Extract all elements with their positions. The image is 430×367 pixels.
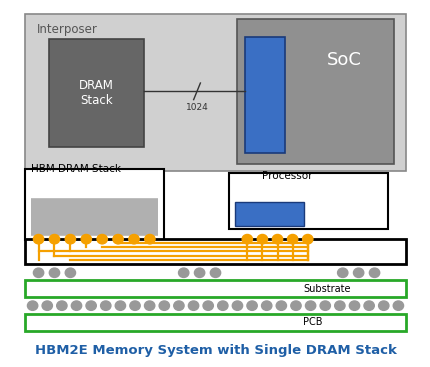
Circle shape xyxy=(217,301,227,310)
Circle shape xyxy=(86,301,96,310)
FancyBboxPatch shape xyxy=(49,39,144,148)
Circle shape xyxy=(71,301,81,310)
Circle shape xyxy=(257,235,267,244)
Circle shape xyxy=(276,301,286,310)
Text: Processor: Processor xyxy=(261,171,312,181)
FancyBboxPatch shape xyxy=(245,37,284,153)
Text: Substrate: Substrate xyxy=(302,284,350,294)
Circle shape xyxy=(159,301,169,310)
Circle shape xyxy=(363,301,373,310)
Text: DRAM
Stack: DRAM Stack xyxy=(79,79,114,107)
Circle shape xyxy=(65,235,75,244)
Text: SoC: SoC xyxy=(326,51,361,69)
Circle shape xyxy=(287,235,297,244)
FancyBboxPatch shape xyxy=(229,172,387,229)
Circle shape xyxy=(129,301,140,310)
Circle shape xyxy=(100,301,111,310)
Circle shape xyxy=(378,301,388,310)
FancyBboxPatch shape xyxy=(25,169,163,240)
Circle shape xyxy=(33,235,43,244)
Text: PCB: PCB xyxy=(302,317,322,327)
Circle shape xyxy=(129,235,139,244)
Circle shape xyxy=(246,301,257,310)
FancyBboxPatch shape xyxy=(237,19,393,164)
Circle shape xyxy=(349,301,359,310)
Text: Interposer: Interposer xyxy=(37,23,97,36)
FancyBboxPatch shape xyxy=(25,280,405,297)
Text: HBM PHY: HBM PHY xyxy=(245,210,292,218)
FancyBboxPatch shape xyxy=(25,314,405,331)
FancyBboxPatch shape xyxy=(25,239,405,264)
Circle shape xyxy=(28,301,38,310)
Circle shape xyxy=(210,268,220,277)
Circle shape xyxy=(203,301,213,310)
Circle shape xyxy=(337,268,347,277)
Circle shape xyxy=(178,268,188,277)
Circle shape xyxy=(319,301,330,310)
Circle shape xyxy=(115,301,125,310)
Circle shape xyxy=(144,235,155,244)
Circle shape xyxy=(334,301,344,310)
Circle shape xyxy=(33,268,43,277)
Circle shape xyxy=(49,268,59,277)
Circle shape xyxy=(242,235,252,244)
Circle shape xyxy=(272,235,282,244)
Circle shape xyxy=(392,301,402,310)
Circle shape xyxy=(113,235,123,244)
Text: PHY: PHY xyxy=(258,83,271,107)
Circle shape xyxy=(353,268,363,277)
Text: HBM2E Memory System with Single DRAM Stack: HBM2E Memory System with Single DRAM Sta… xyxy=(34,344,396,357)
Text: 1024: 1024 xyxy=(186,103,209,112)
Circle shape xyxy=(81,235,91,244)
Circle shape xyxy=(194,268,204,277)
Circle shape xyxy=(302,235,312,244)
FancyBboxPatch shape xyxy=(25,14,405,171)
FancyBboxPatch shape xyxy=(234,202,304,226)
Circle shape xyxy=(173,301,184,310)
Circle shape xyxy=(369,268,379,277)
Circle shape xyxy=(232,301,242,310)
Circle shape xyxy=(144,301,154,310)
Circle shape xyxy=(57,301,67,310)
Circle shape xyxy=(49,235,59,244)
Circle shape xyxy=(305,301,315,310)
Circle shape xyxy=(65,268,75,277)
Circle shape xyxy=(261,301,271,310)
Circle shape xyxy=(290,301,301,310)
Text: HBM DRAM Stack: HBM DRAM Stack xyxy=(31,164,120,174)
Circle shape xyxy=(188,301,198,310)
Circle shape xyxy=(97,235,107,244)
Circle shape xyxy=(42,301,52,310)
Text: Interposer: Interposer xyxy=(302,247,353,257)
